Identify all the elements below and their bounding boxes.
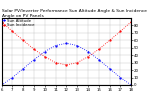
Legend: Sun Altitude, Sun Incidence: Sun Altitude, Sun Incidence <box>2 18 35 27</box>
Text: Solar PV/Inverter Performance Sun Altitude Angle & Sun Incidence Angle on PV Pan: Solar PV/Inverter Performance Sun Altitu… <box>2 9 147 18</box>
